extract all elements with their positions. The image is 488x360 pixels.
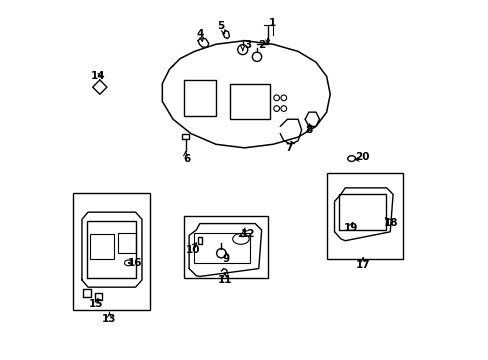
- Text: 7: 7: [285, 143, 292, 153]
- Text: 1: 1: [268, 18, 275, 28]
- Bar: [194, 233, 249, 263]
- Bar: [326, 173, 403, 258]
- Text: 18: 18: [383, 218, 397, 228]
- Text: 6: 6: [183, 154, 191, 164]
- Bar: [90, 234, 114, 258]
- Text: 10: 10: [185, 245, 200, 255]
- Text: 4: 4: [196, 28, 203, 39]
- Text: 15: 15: [89, 299, 103, 309]
- Text: 3: 3: [244, 40, 251, 50]
- Bar: [183, 80, 216, 116]
- Text: 17: 17: [355, 260, 369, 270]
- Text: 14: 14: [91, 71, 105, 81]
- Bar: [118, 233, 136, 253]
- Text: 5: 5: [217, 21, 224, 31]
- Bar: [183, 216, 267, 278]
- Text: 16: 16: [128, 258, 142, 268]
- Text: 2: 2: [258, 40, 264, 50]
- Text: 9: 9: [222, 253, 229, 264]
- Text: 8: 8: [305, 125, 312, 135]
- Text: 19: 19: [343, 223, 357, 233]
- Bar: [73, 193, 149, 310]
- Bar: [230, 84, 269, 119]
- Text: 13: 13: [102, 314, 117, 324]
- Text: 11: 11: [217, 275, 232, 285]
- Text: 12: 12: [240, 229, 255, 239]
- Text: 20: 20: [354, 152, 369, 162]
